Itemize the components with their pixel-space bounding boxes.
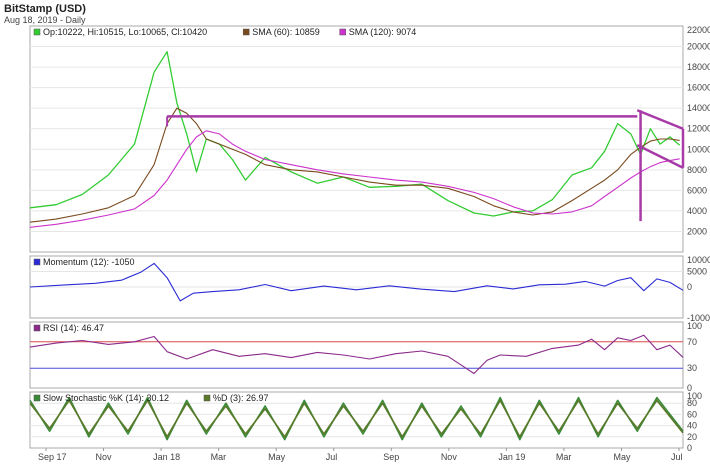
rsi-frame xyxy=(29,321,684,389)
stochastic-ytick-label: 0 xyxy=(687,443,692,453)
stochastic-legend-swatch xyxy=(203,394,211,402)
momentum-legend-label: Momentum (12): -1050 xyxy=(43,257,135,267)
momentum-ytick-label: -10000 xyxy=(687,313,710,323)
wedge-upper-line xyxy=(636,109,684,130)
price-legend-swatch xyxy=(339,28,346,36)
x-tick-label: Sep xyxy=(383,452,399,462)
price-ytick-label: 18000 xyxy=(687,62,710,72)
price-legend-label: Op:10222, Hi:10515, Lo:10065, Cl:10420 xyxy=(43,27,207,37)
momentum-legend-swatch xyxy=(33,258,41,266)
stochastic-ytick-label: 40 xyxy=(687,421,697,431)
price-ytick-label: 14000 xyxy=(687,103,710,113)
rsi-ytick-label: 100 xyxy=(687,321,702,331)
price-ytick-label: 8000 xyxy=(687,165,707,175)
x-axis: Sep 17 Nov Jan 18 Mar May Jul Sep Nov Jan 19 Mar M… xyxy=(38,448,683,462)
momentum-ytick-label: 5000 xyxy=(687,267,707,277)
x-tick-label: Jan 19 xyxy=(498,452,525,462)
stochastic-ytick-label: 80 xyxy=(687,398,697,408)
price-ytick-label: 6000 xyxy=(687,185,707,195)
momentum-ytick-label: 0 xyxy=(687,282,692,292)
stochastic-ytick-label: 100 xyxy=(687,391,702,401)
rsi-series-rsi xyxy=(29,334,684,375)
wedge-lower-line xyxy=(636,144,684,169)
x-tick-label: Jul xyxy=(326,452,338,462)
price-ytick-label: 22000 xyxy=(687,25,710,35)
price-ytick-label: 20000 xyxy=(687,42,710,52)
momentum-series-momentum xyxy=(29,262,684,302)
price-legend-swatch xyxy=(33,28,41,36)
price-panel: 2000 4000 6000 8000 10000 12000 14000 16000 1800… xyxy=(29,25,710,253)
x-tick-label: May xyxy=(268,452,286,462)
price-legend-label: SMA (60): 10859 xyxy=(252,27,320,37)
rsi-legend-swatch xyxy=(33,324,41,332)
stochastic-legend-label: %D (3): 26.97 xyxy=(213,393,269,403)
price-series-price xyxy=(29,51,681,217)
price-ytick-label: 4000 xyxy=(687,206,707,216)
x-tick-label: Nov xyxy=(96,452,113,462)
chart-panels: 2000400060008000100001200014000160001800… xyxy=(29,25,710,453)
rsi-ytick-label: 70 xyxy=(687,337,697,347)
momentum-panel: -10000 0 5000 10000 Momentum (12): -1050 xyxy=(29,255,710,323)
chart-title: BitStamp (USD) xyxy=(4,3,86,15)
price-ytick-label: 2000 xyxy=(687,226,707,236)
price-ytick-label: 12000 xyxy=(687,124,710,134)
stochastic-legend-label: Slow Stochastic %K (14): 30.12 xyxy=(43,393,169,403)
price-frame xyxy=(29,25,684,253)
rsi-ytick-label: 0 xyxy=(687,383,692,393)
rsi-panel: 0 30 70 100 RSI (14): 46.47 xyxy=(29,321,702,393)
x-tick-label: Nov xyxy=(441,452,458,462)
x-tick-label: Sep 17 xyxy=(38,452,67,462)
price-legend-swatch xyxy=(242,28,250,36)
x-tick-label: Mar xyxy=(211,452,227,462)
stochastic-legend-swatch xyxy=(33,394,41,402)
rsi-legend-label: RSI (14): 46.47 xyxy=(43,323,104,333)
stochastic-frame xyxy=(29,391,684,449)
x-tick-label: Mar xyxy=(556,452,572,462)
price-ytick-label: 16000 xyxy=(687,83,710,93)
chart-subtitle: Aug 18, 2019 - Daily xyxy=(4,15,86,25)
x-tick-label: May xyxy=(613,452,631,462)
price-ytick-label: 10000 xyxy=(687,144,710,154)
x-tick-label: Jan 18 xyxy=(153,452,180,462)
price-series-sma-120 xyxy=(29,130,680,228)
stochastic-ytick-label: 20 xyxy=(687,432,697,442)
stochastic-ytick-label: 60 xyxy=(687,409,697,419)
momentum-ytick-label: 10000 xyxy=(687,255,710,265)
stochastic-series-d xyxy=(29,399,684,438)
x-tick-label: Jul xyxy=(671,452,683,462)
rsi-ytick-label: 30 xyxy=(687,363,697,373)
price-legend-label: SMA (120): 9074 xyxy=(349,27,417,37)
